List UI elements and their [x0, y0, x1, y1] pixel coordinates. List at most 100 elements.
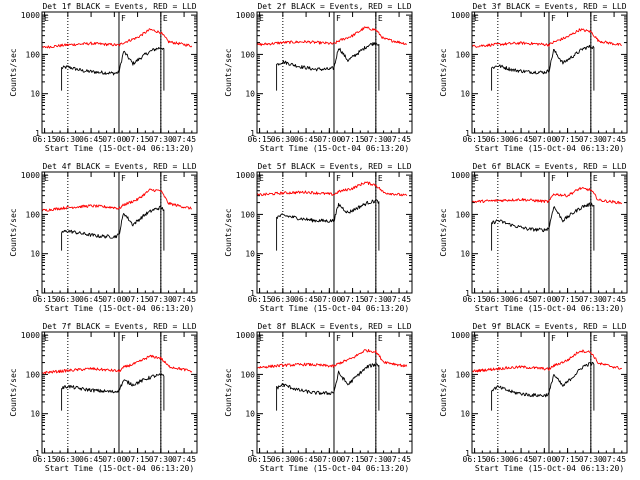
- x-tick-label: 07:00: [102, 295, 126, 304]
- y-tick-label: 1000: [21, 11, 40, 20]
- lld-trace-red: [256, 26, 408, 47]
- x-tick-label: 06:15: [33, 295, 57, 304]
- x-tick-label: 07:45: [387, 455, 411, 464]
- plot-frame: [471, 331, 628, 454]
- marker-label-E: E: [593, 334, 598, 343]
- y-tick-label: 1: [250, 129, 255, 138]
- x-axis-label: Start Time (15-Oct-04 06:13:20): [45, 304, 194, 313]
- marker-label-E: E: [163, 334, 168, 343]
- y-tick-label: 1000: [236, 331, 255, 340]
- x-tick-label: 06:45: [509, 455, 533, 464]
- events-trace-black: [276, 199, 380, 251]
- y-axis-label: Counts/sec: [439, 208, 448, 256]
- y-axis-label: Counts/sec: [224, 48, 233, 96]
- marker-label-E: E: [259, 174, 264, 183]
- y-tick-label: 10: [460, 250, 470, 259]
- x-tick-label: 06:15: [248, 135, 272, 144]
- x-tick-label: 07:45: [172, 295, 196, 304]
- marker-label-F: F: [121, 174, 126, 183]
- x-tick-label: 06:30: [271, 455, 295, 464]
- panel-det-6: Det 6f BLACK = Events, RED = LLD 1 10 100 10…: [439, 162, 628, 313]
- x-tick-label: 07:15: [341, 135, 365, 144]
- y-axis-label: Counts/sec: [439, 368, 448, 416]
- marker-label-E: E: [44, 334, 49, 343]
- x-tick-label: 07:30: [364, 455, 388, 464]
- marker-label-E: E: [163, 174, 168, 183]
- events-trace-black: [61, 205, 165, 251]
- marker-label-E: E: [163, 14, 168, 23]
- events-trace-black: [491, 361, 595, 411]
- y-tick-label: 100: [456, 210, 471, 219]
- panel-title: Det 3f BLACK = Events, RED = LLD: [472, 2, 626, 11]
- y-axis-label: Counts/sec: [224, 368, 233, 416]
- x-tick-label: 07:15: [341, 295, 365, 304]
- marker-label-E: E: [378, 174, 383, 183]
- panel-det-3: Det 3f BLACK = Events, RED = LLD 1 10 100 10…: [439, 2, 628, 153]
- events-trace-black: [276, 41, 380, 91]
- y-tick-label: 1000: [451, 331, 470, 340]
- x-tick-label: 06:45: [294, 295, 318, 304]
- lld-trace-red: [42, 354, 193, 375]
- y-tick-label: 100: [241, 50, 256, 59]
- x-tick-label: 07:00: [102, 455, 126, 464]
- events-trace-black: [61, 47, 165, 91]
- plot-frame: [256, 331, 413, 454]
- marker-label-E: E: [593, 174, 598, 183]
- marker-label-F: F: [336, 174, 341, 183]
- x-tick-label: 07:30: [579, 135, 603, 144]
- y-tick-label: 100: [26, 210, 41, 219]
- x-tick-label: 07:15: [126, 295, 150, 304]
- panel-det-5: Det 5f BLACK = Events, RED = LLD 1 10 100 10…: [224, 162, 413, 313]
- x-tick-label: 07:30: [149, 135, 173, 144]
- panel-title: Det 1f BLACK = Events, RED = LLD: [42, 2, 196, 11]
- marker-label-E: E: [44, 174, 49, 183]
- x-tick-label: 06:30: [271, 295, 295, 304]
- x-tick-label: 06:45: [509, 295, 533, 304]
- x-tick-label: 06:30: [56, 135, 80, 144]
- x-tick-label: 07:45: [387, 135, 411, 144]
- x-axis-label: Start Time (15-Oct-04 06:13:20): [475, 144, 624, 153]
- marker-label-F: F: [551, 174, 556, 183]
- x-tick-label: 07:30: [149, 455, 173, 464]
- y-tick-label: 10: [30, 410, 40, 419]
- y-tick-label: 1000: [236, 171, 255, 180]
- x-tick-label: 06:45: [294, 455, 318, 464]
- y-tick-label: 10: [245, 250, 255, 259]
- panel-det-1: Det 1f BLACK = Events, RED = LLD 1 10 100 10…: [9, 2, 198, 153]
- lld-trace-red: [256, 181, 408, 197]
- x-tick-label: 06:15: [248, 455, 272, 464]
- y-tick-label: 10: [245, 410, 255, 419]
- plot-frame: [471, 11, 628, 134]
- x-tick-label: 06:30: [486, 135, 510, 144]
- x-tick-label: 06:15: [33, 135, 57, 144]
- y-tick-label: 100: [456, 370, 471, 379]
- plot-frame: [41, 171, 198, 294]
- x-tick-label: 07:30: [364, 135, 388, 144]
- marker-label-E: E: [474, 174, 479, 183]
- x-tick-label: 07:45: [387, 295, 411, 304]
- x-axis-label: Start Time (15-Oct-04 06:13:20): [260, 464, 409, 473]
- lld-trace-red: [41, 188, 192, 212]
- x-tick-label: 07:45: [602, 455, 626, 464]
- events-trace-black: [276, 363, 380, 411]
- marker-label-E: E: [593, 14, 598, 23]
- x-tick-label: 07:15: [341, 455, 365, 464]
- y-tick-label: 1: [250, 289, 255, 298]
- y-tick-label: 100: [26, 370, 41, 379]
- marker-label-E: E: [378, 14, 383, 23]
- y-tick-label: 100: [241, 370, 256, 379]
- marker-label-F: F: [551, 334, 556, 343]
- x-tick-label: 07:15: [556, 455, 580, 464]
- y-tick-label: 10: [30, 90, 40, 99]
- y-axis-label: Counts/sec: [439, 48, 448, 96]
- marker-label-E: E: [378, 334, 383, 343]
- x-axis-label: Start Time (15-Oct-04 06:13:20): [260, 144, 409, 153]
- y-axis-label: Counts/sec: [224, 208, 233, 256]
- x-tick-label: 07:00: [532, 455, 556, 464]
- marker-label-E: E: [44, 14, 49, 23]
- plot-frame: [256, 171, 413, 294]
- lld-trace-red: [471, 186, 623, 205]
- panel-det-8: Det 8f BLACK = Events, RED = LLD 1 10 100 10…: [224, 322, 413, 473]
- y-axis-label: Counts/sec: [9, 208, 18, 256]
- y-tick-label: 1000: [236, 11, 255, 20]
